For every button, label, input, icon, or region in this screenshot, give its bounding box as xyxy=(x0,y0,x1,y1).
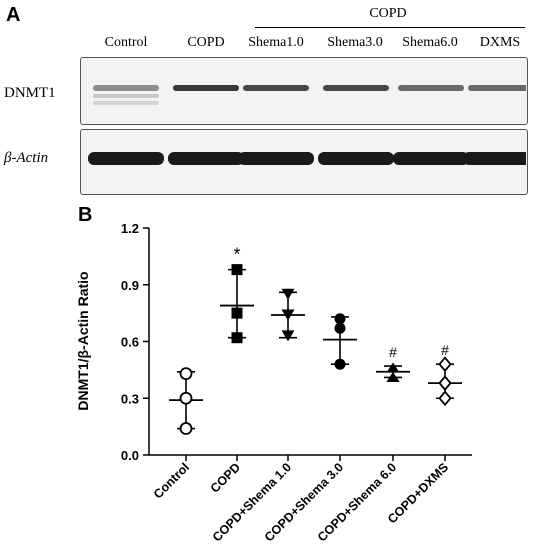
significance-annotation: * xyxy=(233,245,240,265)
beta-actin-band xyxy=(168,152,244,165)
data-point xyxy=(334,322,346,334)
y-axis-label: DNMT1/β-Actin Ratio xyxy=(75,271,91,410)
panel-b-letter: B xyxy=(78,204,93,226)
beta-actin-band xyxy=(393,152,469,165)
dnmt1-band-lower xyxy=(93,94,159,98)
dnmt1-band-lower xyxy=(93,101,159,105)
data-point xyxy=(281,288,295,300)
dnmt1-band xyxy=(323,85,389,91)
beta-actin-blot xyxy=(80,129,539,195)
data-point xyxy=(231,307,243,319)
x-tick-label: Control xyxy=(151,460,192,501)
panel-a-letter: A xyxy=(6,4,21,26)
dnmt1-band xyxy=(173,85,239,91)
beta-actin-band xyxy=(318,152,394,165)
significance-annotation: # xyxy=(441,342,449,358)
data-point xyxy=(281,330,295,342)
dnmt1-blot xyxy=(80,57,534,125)
lane-label-shema3: Shema3.0 xyxy=(327,35,383,50)
y-tick-label: 0.9 xyxy=(121,278,139,293)
row-label-dnmt1: DNMT1 xyxy=(4,85,56,101)
lane-label-control: Control xyxy=(104,35,148,50)
lane-label-copd: COPD xyxy=(187,35,225,50)
data-point xyxy=(438,356,452,373)
significance-annotation: # xyxy=(389,344,397,360)
dnmt1-band xyxy=(398,85,464,91)
data-point xyxy=(438,390,452,407)
data-point xyxy=(438,375,452,392)
y-tick-label: 1.2 xyxy=(121,221,139,236)
lane-label-dxms: DXMS xyxy=(479,35,521,50)
beta-actin-bands xyxy=(88,152,539,165)
data-point xyxy=(334,313,346,325)
dnmt1-band xyxy=(243,85,309,91)
data-point xyxy=(386,371,400,382)
beta-actin-band xyxy=(238,152,314,165)
lane-label-shema1: Shema1.0 xyxy=(248,35,304,50)
data-point xyxy=(231,264,243,276)
data-point xyxy=(386,362,400,373)
beta-actin-band xyxy=(463,152,539,165)
beta-actin-band xyxy=(88,152,164,165)
dnmt1-band xyxy=(93,85,159,91)
data-point xyxy=(179,367,193,381)
y-tick-label: 0.6 xyxy=(121,335,139,350)
data-point xyxy=(179,391,193,405)
data-point xyxy=(281,309,295,321)
y-tick-label: 0.0 xyxy=(121,448,139,463)
data-point xyxy=(334,358,346,370)
y-tick-label: 0.3 xyxy=(121,391,139,406)
x-tick-label: COPD xyxy=(208,460,243,495)
data-point xyxy=(179,422,193,435)
lane-label-shema6: Shema6.0 xyxy=(402,35,458,50)
dnmt1-band xyxy=(468,85,534,91)
row-label-beta-actin: β-Actin xyxy=(4,150,49,166)
data-point xyxy=(231,332,243,344)
copd-group-label: COPD xyxy=(369,6,407,21)
dnmt1-bands xyxy=(93,85,534,105)
copd-group-line xyxy=(255,27,525,28)
